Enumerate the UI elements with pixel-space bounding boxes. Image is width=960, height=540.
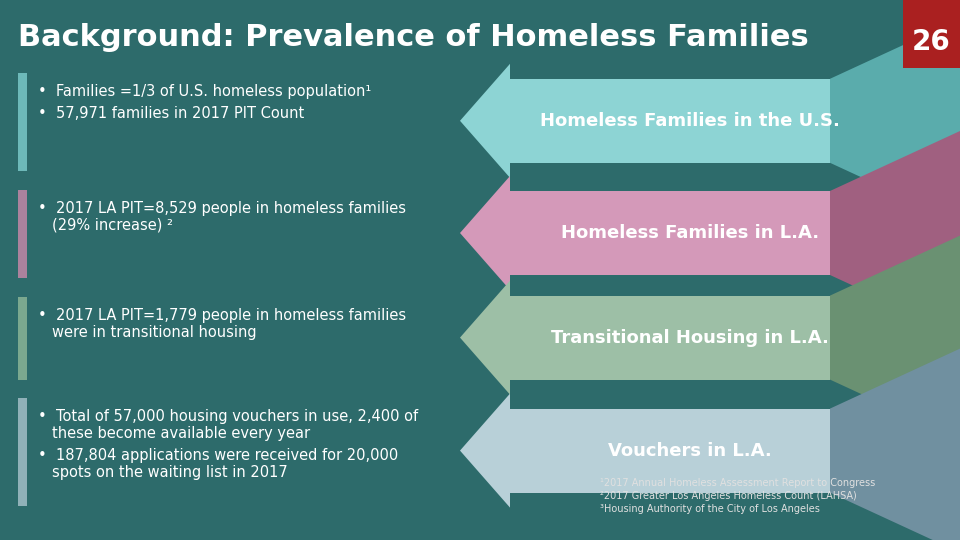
Text: •  2017 LA PIT=1,779 people in homeless families: • 2017 LA PIT=1,779 people in homeless f… [38, 308, 406, 323]
Text: •  2017 LA PIT=8,529 people in homeless families: • 2017 LA PIT=8,529 people in homeless f… [38, 201, 406, 216]
Text: •  Total of 57,000 housing vouchers in use, 2,400 of: • Total of 57,000 housing vouchers in us… [38, 409, 419, 424]
Bar [510, 409, 830, 492]
Bar [18, 297, 27, 380]
Text: ³Housing Authority of the City of Los Angeles: ³Housing Authority of the City of Los An… [600, 504, 820, 514]
Bar [18, 190, 27, 278]
Text: •  57,971 families in 2017 PIT Count: • 57,971 families in 2017 PIT Count [38, 106, 304, 121]
Text: Transitional Housing in L.A.: Transitional Housing in L.A. [551, 329, 828, 347]
Bar [18, 398, 27, 506]
Text: Homeless Families in the U.S.: Homeless Families in the U.S. [540, 112, 840, 130]
Polygon shape [460, 394, 510, 508]
Bar [510, 295, 830, 380]
Polygon shape [830, 68, 960, 200]
Text: Homeless Families in L.A.: Homeless Families in L.A. [561, 224, 819, 242]
Polygon shape [870, 68, 960, 300]
Text: ¹2017 Annual Homeless Assessment Report to Congress: ¹2017 Annual Homeless Assessment Report … [600, 478, 876, 488]
Text: Background: Prevalence of Homeless Families: Background: Prevalence of Homeless Famil… [18, 24, 808, 52]
Polygon shape [460, 64, 510, 178]
Text: spots on the waiting list in 2017: spots on the waiting list in 2017 [52, 465, 288, 480]
Text: 26: 26 [912, 28, 950, 56]
Text: were in transitional housing: were in transitional housing [52, 325, 256, 340]
Text: Vouchers in L.A.: Vouchers in L.A. [608, 442, 772, 460]
Polygon shape [830, 349, 960, 540]
Text: •  187,804 applications were received for 20,000: • 187,804 applications were received for… [38, 448, 398, 463]
Bar [510, 191, 830, 275]
Bar [510, 79, 830, 163]
Bar [18, 73, 27, 171]
Bar [903, 0, 960, 68]
Polygon shape [460, 176, 510, 290]
Polygon shape [830, 19, 960, 223]
Text: •  Families =1/3 of U.S. homeless population¹: • Families =1/3 of U.S. homeless populat… [38, 84, 372, 99]
Polygon shape [830, 131, 960, 335]
Text: these become available every year: these become available every year [52, 426, 310, 441]
Polygon shape [830, 235, 960, 440]
Text: ²2017 Greater Los Angeles Homeless Count (LAHSA): ²2017 Greater Los Angeles Homeless Count… [600, 491, 856, 501]
Text: (29% increase) ²: (29% increase) ² [52, 218, 173, 233]
Polygon shape [460, 281, 510, 395]
